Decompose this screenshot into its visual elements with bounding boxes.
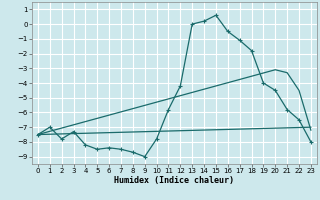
X-axis label: Humidex (Indice chaleur): Humidex (Indice chaleur) <box>115 176 234 185</box>
